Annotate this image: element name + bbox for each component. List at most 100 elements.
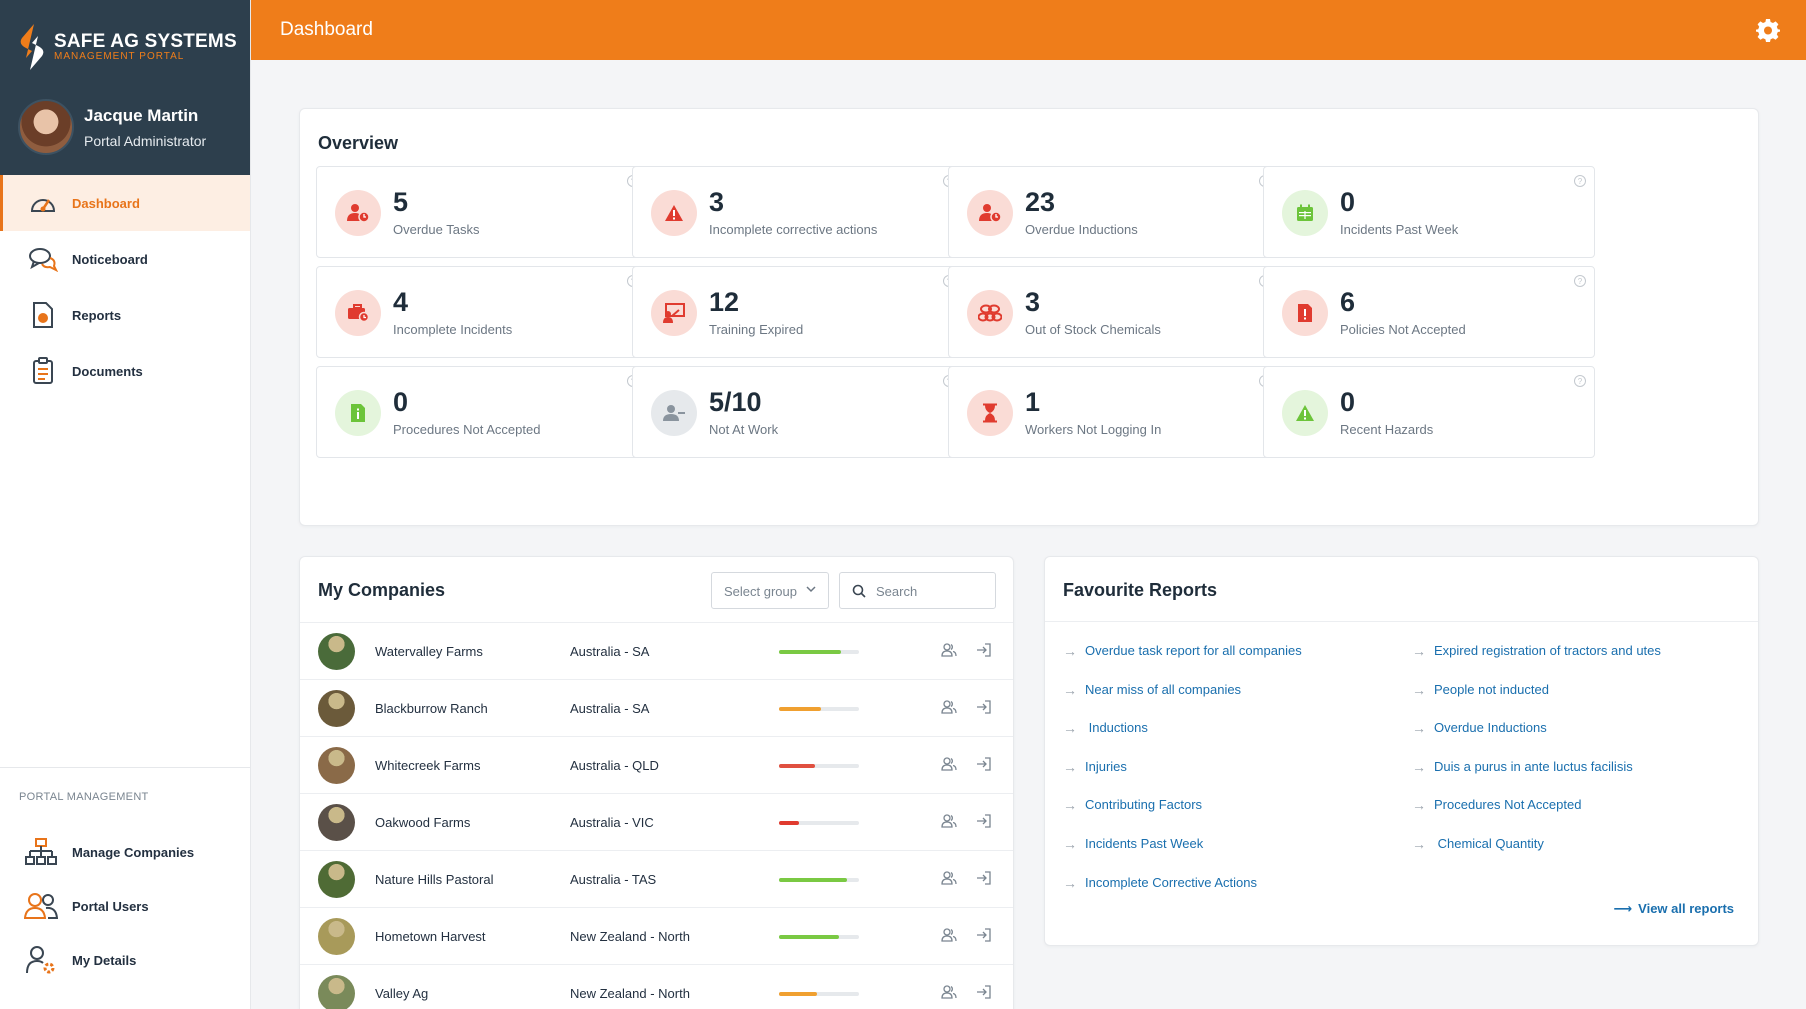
report-link-label: Overdue Inductions: [1434, 720, 1547, 736]
users-icon[interactable]: [941, 985, 957, 1002]
view-all-reports-link[interactable]: ⟶ View all reports: [1614, 901, 1735, 917]
users-icon[interactable]: [941, 643, 957, 660]
nav-label: My Details: [72, 952, 137, 968]
nav-item-portal-users[interactable]: Portal Users: [0, 879, 250, 933]
report-link[interactable]: → Incomplete Corrective Actions: [1063, 875, 1302, 914]
login-icon[interactable]: [976, 871, 992, 888]
table-row[interactable]: Watervalley Farms Australia - SA: [300, 622, 1013, 679]
help-icon[interactable]: ?: [1574, 375, 1586, 387]
nav-item-documents[interactable]: Documents: [0, 343, 250, 399]
tile-label: Not At Work: [709, 422, 779, 437]
tile-label: Workers Not Logging In: [1025, 422, 1162, 437]
tile-value: 0: [1340, 387, 1356, 417]
brand-logo[interactable]: SAFE AG SYSTEMS MANAGEMENT PORTAL: [16, 22, 237, 72]
favourites-left-column: → Overdue task report for all companies → N…: [1063, 643, 1302, 913]
table-row[interactable]: Whitecreek Farms Australia - QLD: [300, 736, 1013, 793]
search-input[interactable]: Search: [839, 572, 996, 609]
login-icon[interactable]: [976, 643, 992, 660]
report-link[interactable]: → Incidents Past Week: [1063, 836, 1302, 875]
report-icon: [28, 301, 58, 329]
report-link[interactable]: → Procedures Not Accepted: [1412, 797, 1661, 836]
progress-fill: [779, 650, 842, 654]
logo-mark-icon: [20, 24, 44, 70]
overview-card: Overview 5 Overdue Tasks? 3 Incomplete corr…: [299, 108, 1759, 526]
table-row[interactable]: Valley Ag New Zealand - North: [300, 964, 1013, 1009]
arrow-right-icon: →: [1063, 720, 1077, 737]
table-row[interactable]: Oakwood Farms Australia - VIC: [300, 793, 1013, 850]
table-row[interactable]: Blackburrow Ranch Australia - SA: [300, 679, 1013, 736]
arrow-right-icon: →: [1412, 720, 1426, 737]
org-chart-icon: [24, 836, 58, 868]
speedometer-icon: [28, 189, 58, 217]
company-name: Valley Ag: [375, 986, 429, 1001]
nav-item-reports[interactable]: Reports: [0, 287, 250, 343]
login-icon[interactable]: [976, 814, 992, 831]
report-link-label: Inductions: [1085, 720, 1148, 736]
tile-label: Out of Stock Chemicals: [1025, 322, 1161, 337]
users-icon[interactable]: [941, 871, 957, 888]
report-link[interactable]: → Injuries: [1063, 759, 1302, 798]
users-icon[interactable]: [941, 814, 957, 831]
report-link-label: Duis a purus in ante luctus facilisis: [1434, 758, 1633, 774]
users-icon[interactable]: [941, 700, 957, 717]
tile-value: 1: [1025, 387, 1041, 417]
report-link[interactable]: → Near miss of all companies: [1063, 682, 1302, 721]
gear-icon[interactable]: [1756, 18, 1780, 42]
table-row[interactable]: Nature Hills Pastoral Australia - TAS: [300, 850, 1013, 907]
help-icon[interactable]: ?: [1574, 275, 1586, 287]
tile-value: 0: [1340, 187, 1356, 217]
my-companies-card: My Companies Select group Search Waterva…: [299, 556, 1014, 1009]
nav-item-dashboard[interactable]: Dashboard: [0, 175, 250, 231]
users-icon[interactable]: [941, 757, 957, 774]
report-link[interactable]: → Expired registration of tractors and ut…: [1412, 643, 1661, 682]
help-icon[interactable]: ?: [1574, 175, 1586, 187]
brand-subtitle: MANAGEMENT PORTAL: [54, 51, 185, 62]
portal-management-nav: Manage Companies Portal Users My Details: [0, 825, 250, 987]
tile-incidents-past-week[interactable]: 0 Incidents Past Week?: [1263, 166, 1595, 258]
report-link[interactable]: → Inductions: [1063, 720, 1302, 759]
login-icon[interactable]: [976, 928, 992, 945]
user-clock-icon: [335, 190, 381, 236]
main-nav: Dashboard Noticeboard Reports Documents: [0, 175, 250, 399]
login-icon[interactable]: [976, 700, 992, 717]
nav-item-noticeboard[interactable]: Noticeboard: [0, 231, 250, 287]
table-row[interactable]: Hometown Harvest New Zealand - North: [300, 907, 1013, 964]
tile-recent-hazards[interactable]: 0 Recent Hazards?: [1263, 366, 1595, 458]
chevron-down-icon: [806, 586, 816, 593]
group-select[interactable]: Select group: [711, 572, 829, 609]
report-link-label: Incidents Past Week: [1085, 835, 1204, 851]
report-link[interactable]: → Overdue task report for all companies: [1063, 643, 1302, 682]
user-profile[interactable]: Jacque Martin Portal Administrator: [18, 99, 206, 155]
login-icon[interactable]: [976, 985, 992, 1002]
user-clock-icon: [967, 190, 1013, 236]
arrow-right-icon: →: [1412, 835, 1426, 852]
tile-value: 5/10: [709, 387, 762, 417]
overview-title: Overview: [318, 133, 399, 153]
company-region: Australia - TAS: [570, 872, 657, 887]
login-icon[interactable]: [976, 757, 992, 774]
tile-label: Incidents Past Week: [1340, 222, 1459, 237]
report-link[interactable]: → People not inducted: [1412, 682, 1661, 721]
report-link[interactable]: → Overdue Inductions: [1412, 720, 1661, 759]
sidebar-header: SAFE AG SYSTEMS MANAGEMENT PORTAL Jacque…: [0, 0, 250, 175]
tile-policies-not-accepted[interactable]: 6 Policies Not Accepted?: [1263, 266, 1595, 358]
report-link[interactable]: → Duis a purus in ante luctus facilisis: [1412, 759, 1661, 798]
warning-icon: [651, 190, 697, 236]
users-icon[interactable]: [941, 928, 957, 945]
progress-fill: [779, 707, 821, 711]
user-role: Portal Administrator: [84, 133, 207, 149]
report-link[interactable]: → Chemical Quantity: [1412, 836, 1661, 875]
company-thumbnail: [318, 747, 355, 784]
nav-item-my-details[interactable]: My Details: [0, 933, 250, 987]
nav-item-manage-companies[interactable]: Manage Companies: [0, 825, 250, 879]
report-link[interactable]: → Contributing Factors: [1063, 797, 1302, 836]
